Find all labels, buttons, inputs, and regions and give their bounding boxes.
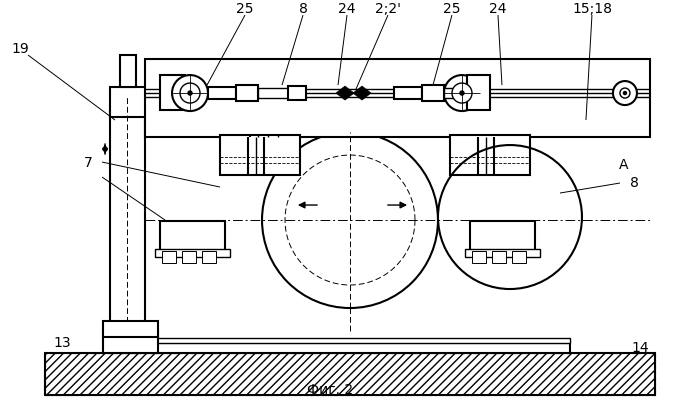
Bar [465, 249, 540, 257]
Bar [120, 338, 570, 343]
Bar [45, 353, 655, 395]
Text: 8: 8 [298, 2, 308, 16]
Bar [450, 135, 530, 175]
Text: 7: 7 [84, 156, 92, 170]
Circle shape [613, 81, 637, 105]
Bar [110, 87, 178, 117]
Bar [103, 331, 158, 353]
Text: 2;2': 2;2' [375, 2, 401, 16]
Bar [145, 59, 650, 137]
Polygon shape [336, 86, 354, 100]
Bar [472, 251, 486, 263]
Bar [155, 249, 230, 257]
Text: 25: 25 [236, 2, 254, 16]
Text: 25: 25 [443, 2, 461, 16]
Circle shape [188, 91, 192, 95]
Bar [394, 87, 422, 99]
Bar [120, 55, 136, 87]
Circle shape [624, 92, 626, 94]
Bar [162, 251, 176, 263]
Text: 15;18: 15;18 [572, 2, 612, 16]
Bar [160, 221, 225, 253]
Polygon shape [353, 86, 371, 100]
Text: A: A [619, 158, 628, 172]
Bar [202, 251, 216, 263]
Bar [422, 85, 444, 101]
Text: 8: 8 [630, 176, 638, 190]
Bar [258, 88, 288, 98]
Circle shape [460, 91, 464, 95]
Bar [103, 321, 158, 337]
Circle shape [452, 83, 472, 103]
Bar [110, 111, 145, 331]
Text: 19: 19 [11, 42, 29, 56]
Bar [236, 85, 258, 101]
Bar [512, 251, 526, 263]
Bar [444, 88, 462, 98]
Polygon shape [160, 75, 185, 110]
Bar [182, 251, 196, 263]
Polygon shape [467, 75, 490, 110]
Bar [220, 135, 300, 175]
Circle shape [262, 132, 438, 308]
Text: 24: 24 [489, 2, 507, 16]
Text: 24: 24 [338, 2, 356, 16]
Text: Фиг. 2: Фиг. 2 [307, 383, 353, 397]
Circle shape [444, 75, 480, 111]
Bar [45, 353, 655, 395]
Bar [120, 343, 570, 353]
Circle shape [180, 83, 200, 103]
Bar [208, 87, 236, 99]
Bar [492, 251, 506, 263]
Bar [470, 221, 535, 253]
Circle shape [620, 88, 630, 98]
Text: 14: 14 [631, 341, 649, 355]
Text: 13: 13 [53, 336, 71, 350]
Circle shape [172, 75, 208, 111]
Bar [288, 86, 306, 100]
